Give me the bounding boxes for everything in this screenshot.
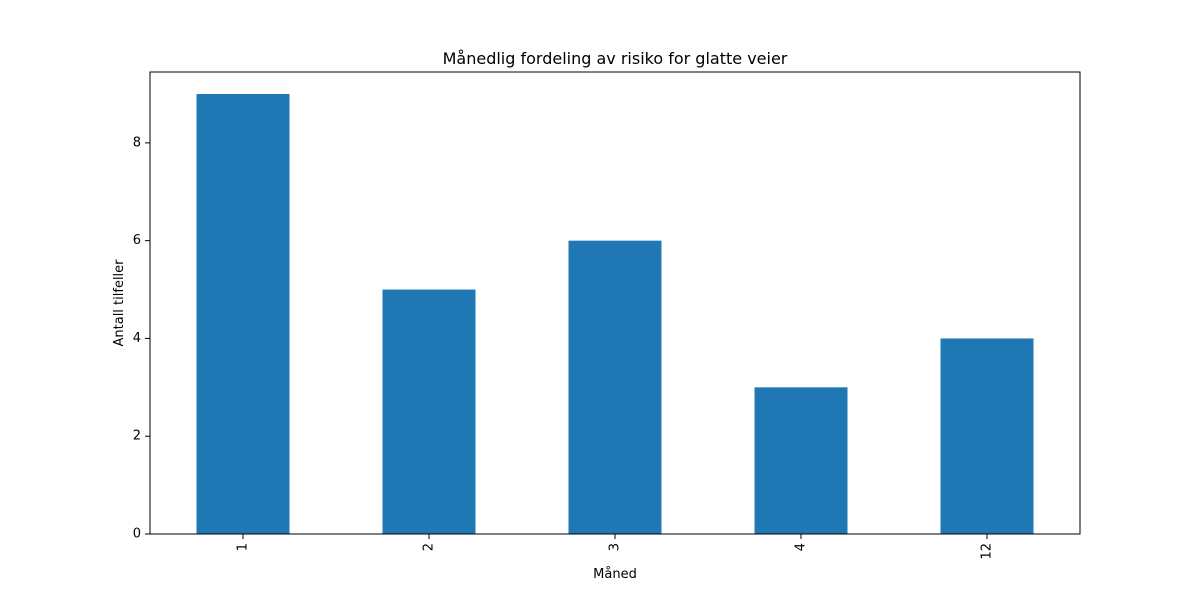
y-axis: 0 2 4 6 8: [133, 135, 150, 542]
y-tick-label: 2: [133, 429, 141, 444]
x-axis-label: Måned: [593, 567, 637, 582]
bar-3: [568, 240, 662, 534]
y-tick-label: 0: [133, 527, 141, 542]
chart-title: Månedlig fordeling av risiko for glatte …: [443, 49, 788, 68]
x-tick-label: 1: [236, 543, 251, 551]
x-tick-label: 2: [422, 543, 437, 551]
x-tick-label: 3: [608, 543, 623, 551]
bar-4: [754, 387, 848, 534]
plot-area: [196, 94, 1034, 534]
bar-2: [382, 289, 476, 534]
y-tick-label: 6: [133, 233, 141, 248]
bar-1: [196, 94, 290, 534]
x-tick-label: 4: [794, 543, 809, 551]
x-axis: 1 2 3 4 12: [236, 534, 995, 560]
y-tick-label: 8: [133, 135, 141, 150]
bar-12: [940, 338, 1034, 534]
y-axis-label: Antall tilfeller: [112, 259, 127, 347]
y-tick-label: 4: [133, 331, 141, 346]
x-tick-label: 12: [980, 543, 995, 560]
